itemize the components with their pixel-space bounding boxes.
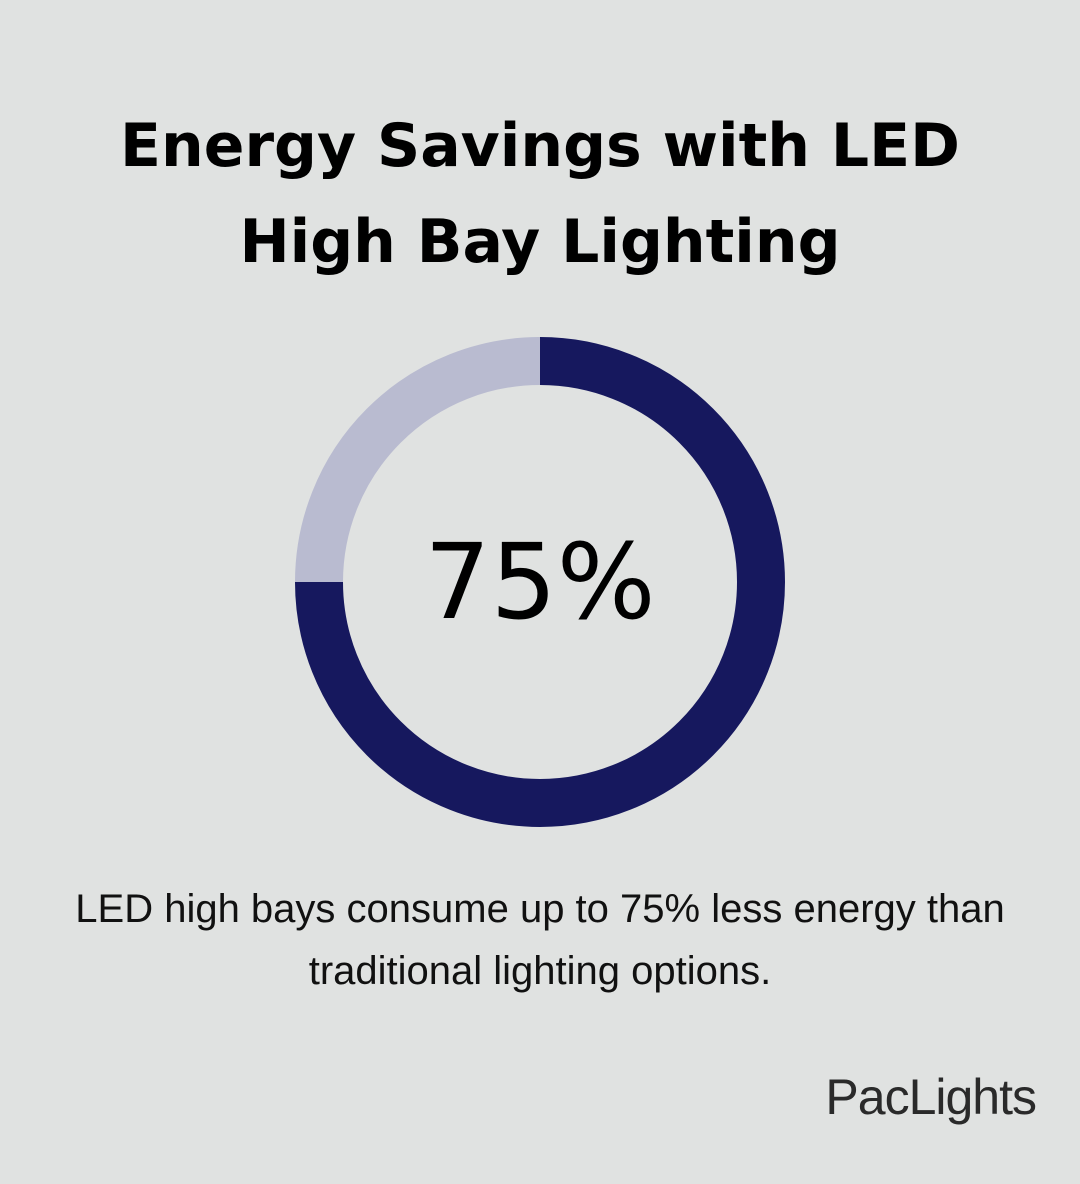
description: LED high bays consume up to 75% less ene… [75, 887, 1005, 993]
chart: 75% [295, 337, 785, 827]
donut-segment [295, 337, 785, 827]
brand-logo: PacLights [825, 1069, 1037, 1125]
center-label: 75% [424, 521, 655, 643]
donut-segment [295, 337, 541, 583]
chart-title: Energy Savings with LED High Bay Lightin… [120, 111, 960, 277]
